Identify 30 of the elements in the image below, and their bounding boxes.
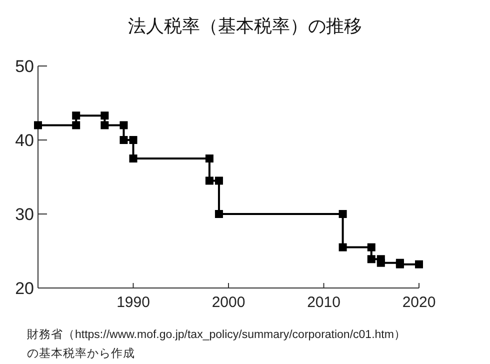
point (415, 260, 423, 268)
point (205, 176, 214, 185)
y-tick-label: 20 (15, 279, 34, 298)
title: 法人税率（基本税率）の推移 (128, 16, 362, 36)
x-tick-label: 2020 (402, 294, 436, 311)
point (214, 210, 223, 218)
point (338, 243, 347, 252)
x-tick-label: 1990 (116, 294, 150, 311)
point (214, 176, 223, 185)
point (129, 136, 138, 144)
x-tick-label: 2010 (307, 294, 340, 311)
point (367, 255, 376, 264)
point (338, 210, 347, 218)
point (120, 136, 128, 144)
point (72, 112, 80, 120)
x-tick-label: 2000 (212, 294, 246, 311)
point (129, 154, 138, 162)
annotation: の基本税率から作成 (27, 348, 135, 360)
point (100, 121, 109, 130)
point (34, 121, 42, 130)
point (376, 258, 385, 267)
y-tick-label: 40 (15, 131, 34, 150)
annotation: 財務省（https://www.mof.go.jp/tax_policy/summary/corporation/c01.htm） (27, 329, 406, 341)
y-tick-label: 50 (15, 57, 34, 76)
point (205, 154, 214, 162)
point (120, 121, 128, 130)
point (72, 121, 80, 130)
y-tick-label: 30 (15, 205, 34, 224)
point (100, 112, 109, 120)
point (367, 243, 376, 252)
